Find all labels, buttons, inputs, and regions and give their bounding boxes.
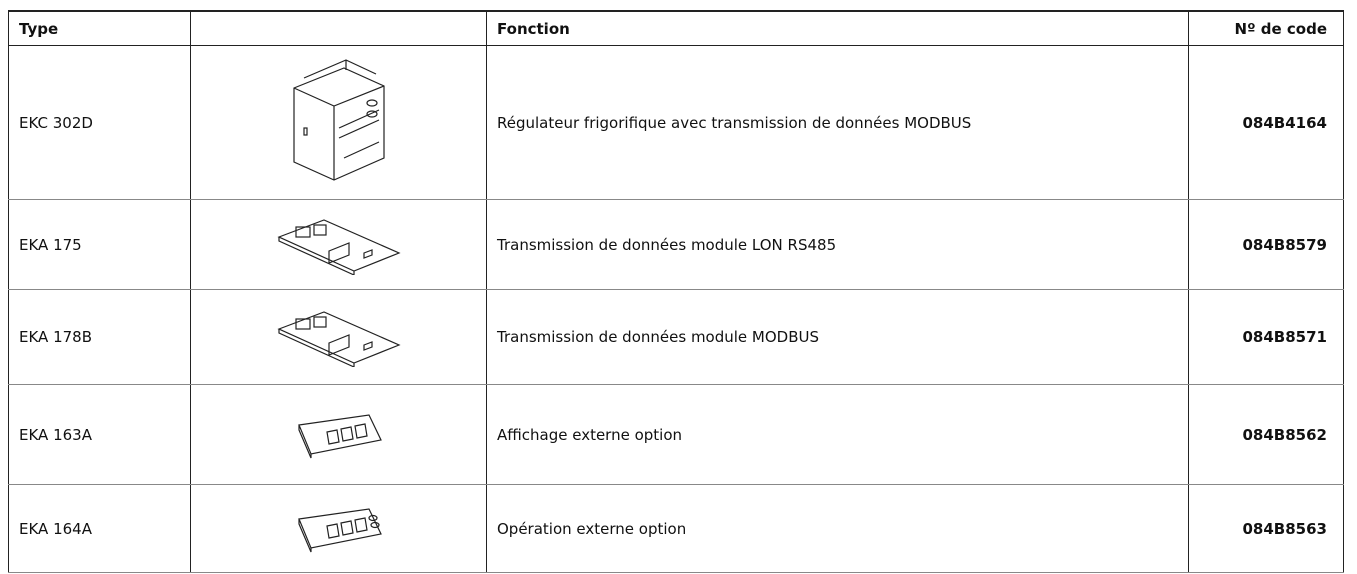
function-cell: Transmission de données module LON RS485 [486, 199, 1189, 290]
image-cell [190, 45, 487, 200]
row: EKA 178B Transmission de données module … [8, 289, 1344, 385]
image-cell [190, 484, 487, 573]
type-cell: EKA 164A [8, 484, 191, 573]
header-cell: Type [8, 10, 191, 46]
row: EKA 164A Opération externe option 084B85… [8, 484, 1344, 573]
code-cell: 084B8579 [1188, 199, 1344, 290]
row: EKC 302D Régulateur frigorifique avec tr… [8, 45, 1344, 200]
controller-icon [292, 58, 385, 181]
row: EKA 175 Transmission de données module L… [8, 199, 1344, 290]
display-icon [297, 413, 382, 458]
type-cell: EKC 302D [8, 45, 191, 200]
code-cell: 084B4164 [1188, 45, 1344, 200]
header-cell [190, 10, 487, 46]
function-cell: Affichage externe option [486, 384, 1189, 485]
code-cell: 084B8563 [1188, 484, 1344, 573]
row: EKA 163A Affichage externe option 084B85… [8, 384, 1344, 485]
header-row: Type Fonction Nº de code [8, 10, 1344, 46]
function-cell: Régulateur frigorifique avec transmissio… [486, 45, 1189, 200]
image-cell [190, 384, 487, 485]
type-cell: EKA 163A [8, 384, 191, 485]
header-cell: Fonction [486, 10, 1189, 46]
header-cell: Nº de code [1188, 10, 1344, 46]
type-cell: EKA 175 [8, 199, 191, 290]
product-table: Type Fonction Nº de code EKC 302D Régula… [8, 10, 1344, 573]
image-cell [190, 289, 487, 385]
module-icon [276, 311, 401, 367]
code-cell: 084B8571 [1188, 289, 1344, 385]
display-icon [297, 507, 382, 552]
function-cell: Opération externe option [486, 484, 1189, 573]
image-cell [190, 199, 487, 290]
type-cell: EKA 178B [8, 289, 191, 385]
module-icon [276, 218, 401, 275]
function-cell: Transmission de données module MODBUS [486, 289, 1189, 385]
code-cell: 084B8562 [1188, 384, 1344, 485]
